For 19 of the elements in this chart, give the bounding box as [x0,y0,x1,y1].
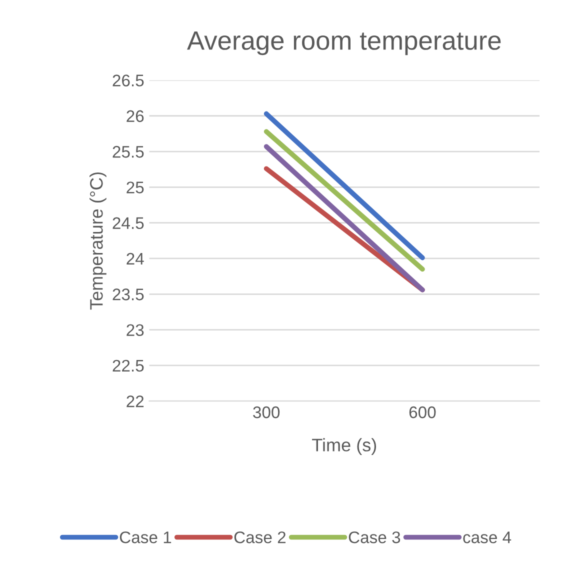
y-tick-label: 22 [126,396,144,408]
legend-label: Case 1 [120,531,172,544]
chart-title: Average room temperature [187,32,501,56]
y-tick-label: 26.5 [112,74,144,86]
y-tick-label: 24.5 [112,217,144,230]
y-tick-label: 26 [126,110,144,122]
y-axis-title: Temperature (°C) [90,172,106,310]
legend-label: Case 2 [234,531,286,544]
legend-label: Case 3 [348,531,400,544]
x-axis-title: Time (s) [312,438,376,455]
x-tick-label: 300 [253,406,280,418]
y-tick-label: 23.5 [112,288,144,300]
y-tick-label: 25 [126,182,144,194]
x-tick-label: 600 [409,406,436,418]
y-tick-label: 24 [126,252,144,265]
y-tick-label: 25.5 [112,146,144,158]
y-tick-label: 23 [126,324,144,336]
legend-label: case 4 [463,532,512,544]
y-tick-label: 22.5 [112,360,144,372]
